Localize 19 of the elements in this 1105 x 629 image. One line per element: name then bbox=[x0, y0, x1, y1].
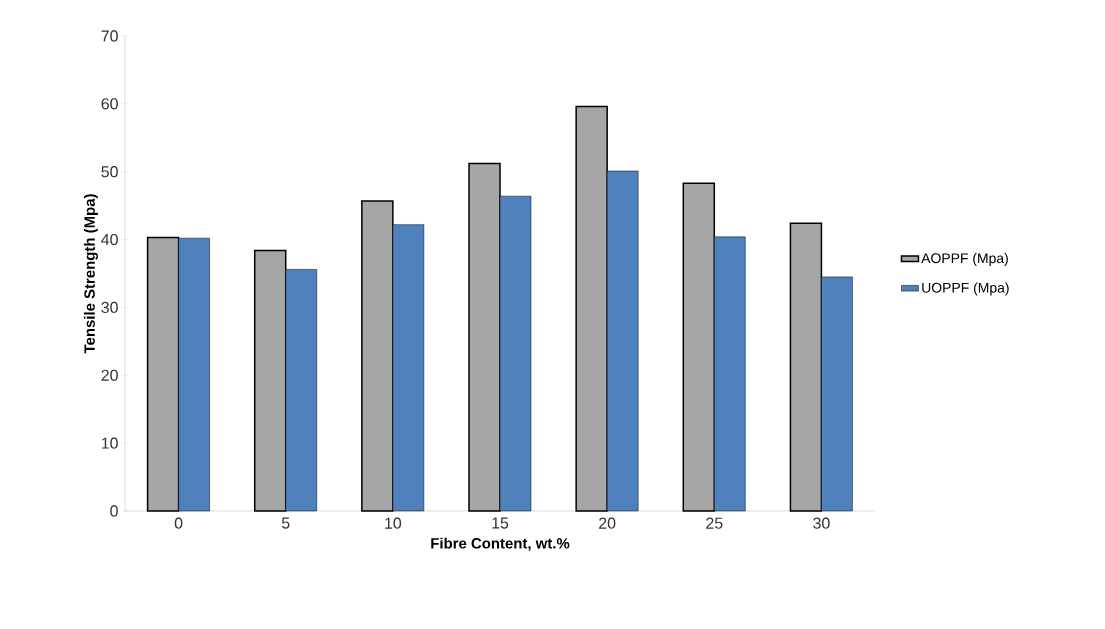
y-tick-label: 50 bbox=[101, 166, 118, 178]
x-tick-label: 5 bbox=[281, 517, 290, 529]
x-tick-label: 15 bbox=[492, 517, 509, 529]
x-tick-label: 30 bbox=[813, 517, 830, 529]
x-tick-label: 10 bbox=[385, 517, 402, 529]
x-tick-label: 20 bbox=[599, 517, 616, 529]
y-tick-label: 30 bbox=[101, 301, 118, 314]
y-tick-label: 40 bbox=[101, 233, 118, 246]
x-axis-title: Fibre Content, wt.% bbox=[431, 537, 570, 551]
y-tick-label: 0 bbox=[110, 505, 118, 517]
x-tick-label: 25 bbox=[706, 517, 723, 529]
x-tick-label: 0 bbox=[174, 517, 183, 529]
y-tick-label: 60 bbox=[101, 98, 118, 110]
y-tick-label: 70 bbox=[101, 30, 118, 42]
y-axis-title: Tensile Strength (Mpa) bbox=[83, 194, 98, 354]
legend-label: AOPPF (Mpa) bbox=[921, 252, 1008, 266]
y-tick-label: 10 bbox=[101, 437, 118, 449]
legend-label: UOPPF (Mpa) bbox=[922, 282, 1009, 296]
y-tick-label: 20 bbox=[101, 369, 118, 381]
